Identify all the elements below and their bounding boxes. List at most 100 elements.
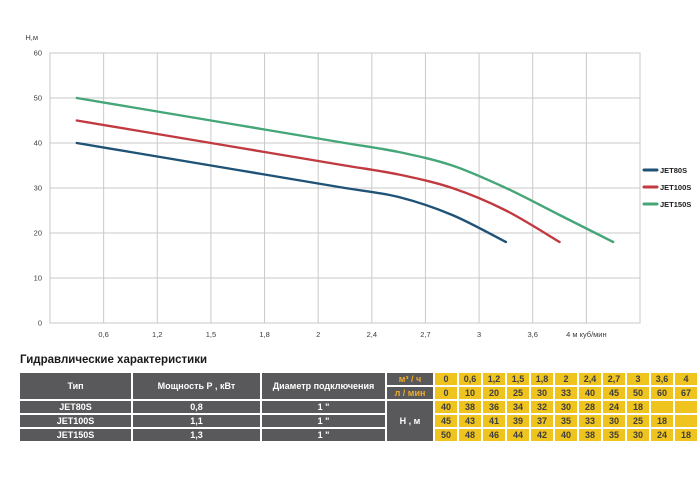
- head-value-jet150s-7: 35: [603, 429, 625, 441]
- pump-power-jet80s: 0,8: [133, 401, 260, 413]
- flow-unit-m3h: м³ / ч: [387, 373, 433, 385]
- pump-name-jet150s: JET150S: [20, 429, 131, 441]
- head-value-jet80s-4: 32: [531, 401, 553, 413]
- flow-lmin-value-8: 50: [627, 387, 649, 399]
- pump-power-jet150s: 1,3: [133, 429, 260, 441]
- x-tick-label: 3,6: [528, 330, 538, 339]
- x-tick-label: 2,7: [420, 330, 430, 339]
- flow-m3h-value-10: 4: [675, 373, 697, 385]
- head-value-jet80s-8: 18: [627, 401, 649, 413]
- legend-label-jet150s: JET150S: [660, 200, 691, 209]
- head-value-jet100s-6: 33: [579, 415, 601, 427]
- head-value-jet100s-3: 39: [507, 415, 529, 427]
- head-value-jet80s-0: 40: [435, 401, 457, 413]
- y-tick-label: 50: [34, 94, 42, 103]
- x-tick-label: 1,5: [206, 330, 216, 339]
- flow-m3h-value-5: 2: [555, 373, 577, 385]
- head-value-jet100s-8: 25: [627, 415, 649, 427]
- pump-name-jet80s: JET80S: [20, 401, 131, 413]
- y-tick-label: 10: [34, 274, 42, 283]
- head-value-jet80s-6: 28: [579, 401, 601, 413]
- head-value-jet100s-10: [675, 415, 697, 427]
- flow-unit-lmin: л / мин: [387, 387, 433, 399]
- flow-lmin-value-9: 60: [651, 387, 673, 399]
- head-value-jet150s-3: 44: [507, 429, 529, 441]
- head-value-jet150s-8: 30: [627, 429, 649, 441]
- pump-diameter-jet100s: 1 ": [262, 415, 385, 427]
- head-value-jet150s-10: 18: [675, 429, 697, 441]
- col-header-diameter: Диаметр подключения: [262, 373, 385, 399]
- pump-performance-chart: 0 10 20 30 40 50 60 Н,м 0,6 1,2 1,5 1,8 2 2,4 2,7 3 3,6 4…: [25, 33, 691, 339]
- head-value-jet100s-4: 37: [531, 415, 553, 427]
- col-header-type: Тип: [20, 373, 131, 399]
- col-header-power: Мощность Р , кВт: [133, 373, 260, 399]
- head-value-jet100s-5: 35: [555, 415, 577, 427]
- y-tick-label: 30: [34, 184, 42, 193]
- pump-power-jet100s: 1,1: [133, 415, 260, 427]
- head-value-jet80s-2: 36: [483, 401, 505, 413]
- hydraulic-characteristics-table: Тип Мощность Р , кВт Диаметр подключения м³…: [18, 371, 699, 443]
- x-tick-label: 2,4: [367, 330, 377, 339]
- flow-m3h-value-0: 0: [435, 373, 457, 385]
- head-value-jet150s-0: 50: [435, 429, 457, 441]
- flow-lmin-value-10: 67: [675, 387, 697, 399]
- flow-lmin-value-6: 40: [579, 387, 601, 399]
- x-tick-label: 1,8: [259, 330, 269, 339]
- y-tick-label: 40: [34, 139, 42, 148]
- head-value-jet150s-5: 40: [555, 429, 577, 441]
- head-unit-label: Н , м: [387, 401, 433, 441]
- hydraulic-characteristics-section: Гидравлические характеристики Тип Мощност…: [20, 354, 700, 443]
- head-value-jet100s-9: 18: [651, 415, 673, 427]
- flow-m3h-value-9: 3,6: [651, 373, 673, 385]
- pump-diameter-jet80s: 1 ": [262, 401, 385, 413]
- flow-lmin-value-2: 20: [483, 387, 505, 399]
- x-tick-label: 2: [316, 330, 320, 339]
- flow-m3h-value-3: 1,5: [507, 373, 529, 385]
- head-value-jet150s-1: 48: [459, 429, 481, 441]
- legend-label-jet100s: JET100S: [660, 183, 691, 192]
- legend-label-jet80s: JET80S: [660, 166, 687, 175]
- y-axis-label: Н,м: [25, 33, 38, 42]
- y-tick-label: 0: [38, 319, 42, 328]
- head-value-jet80s-10: [675, 401, 697, 413]
- x-tick-label: 4 м куб/мин: [566, 330, 607, 339]
- flow-lmin-value-4: 30: [531, 387, 553, 399]
- head-value-jet100s-2: 41: [483, 415, 505, 427]
- head-value-jet150s-4: 42: [531, 429, 553, 441]
- curve-jet80s: [75, 141, 508, 244]
- curve-jet100s: [75, 119, 561, 244]
- head-value-jet80s-3: 34: [507, 401, 529, 413]
- table-title: Гидравлические характеристики: [20, 354, 208, 366]
- flow-lmin-value-1: 10: [459, 387, 481, 399]
- curve-jet150s: [75, 96, 615, 244]
- head-value-jet80s-7: 24: [603, 401, 625, 413]
- head-value-jet100s-7: 30: [603, 415, 625, 427]
- head-value-jet100s-0: 45: [435, 415, 457, 427]
- flow-m3h-value-4: 1,8: [531, 373, 553, 385]
- head-value-jet80s-1: 38: [459, 401, 481, 413]
- flow-m3h-value-8: 3: [627, 373, 649, 385]
- head-value-jet80s-9: [651, 401, 673, 413]
- head-value-jet100s-1: 43: [459, 415, 481, 427]
- flow-lmin-value-7: 45: [603, 387, 625, 399]
- pump-diameter-jet150s: 1 ": [262, 429, 385, 441]
- flow-lmin-value-5: 33: [555, 387, 577, 399]
- flow-m3h-value-6: 2,4: [579, 373, 601, 385]
- flow-m3h-value-7: 2,7: [603, 373, 625, 385]
- x-tick-label: 0,6: [98, 330, 108, 339]
- flow-lmin-value-3: 25: [507, 387, 529, 399]
- pump-name-jet100s: JET100S: [20, 415, 131, 427]
- flow-m3h-value-1: 0,6: [459, 373, 481, 385]
- x-tick-label: 3: [477, 330, 481, 339]
- head-value-jet150s-6: 38: [579, 429, 601, 441]
- plot-border: [49, 52, 641, 324]
- head-value-jet150s-9: 24: [651, 429, 673, 441]
- y-tick-label: 20: [34, 229, 42, 238]
- flow-lmin-value-0: 0: [435, 387, 457, 399]
- flow-m3h-value-2: 1,2: [483, 373, 505, 385]
- x-tick-label: 1,2: [152, 330, 162, 339]
- head-value-jet150s-2: 46: [483, 429, 505, 441]
- y-tick-label: 60: [34, 49, 42, 58]
- head-value-jet80s-5: 30: [555, 401, 577, 413]
